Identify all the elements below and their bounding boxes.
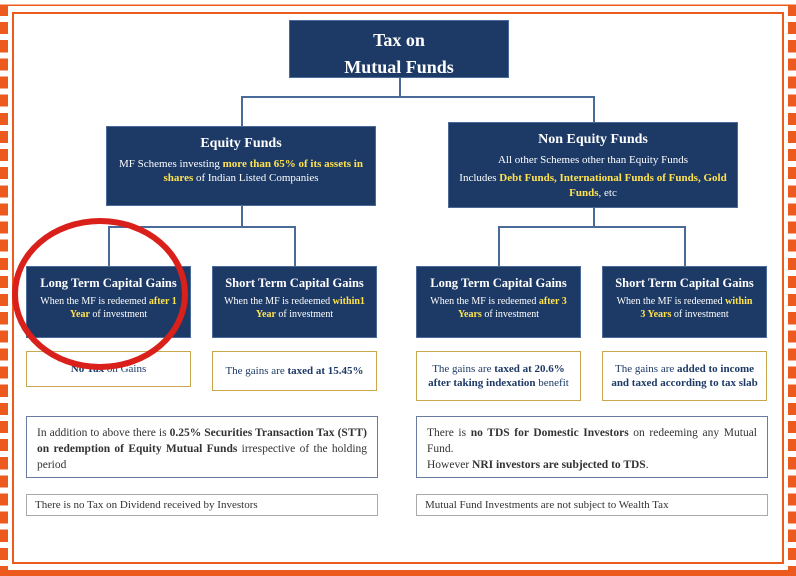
neq-stcg-title: Short Term Capital Gains <box>613 275 756 291</box>
eq-ltcg-node: Long Term Capital Gains When the MF is r… <box>26 266 191 338</box>
bottom-left-note: In addition to above there is 0.25% Secu… <box>26 416 378 478</box>
eq-stcg-title: Short Term Capital Gains <box>223 275 366 291</box>
eq-stcg-node: Short Term Capital Gains When the MF is … <box>212 266 377 338</box>
eq-ltcg-title: Long Term Capital Gains <box>37 275 180 291</box>
equity-desc: MF Schemes investing more than 65% of it… <box>117 157 365 186</box>
footnote-left: There is no Tax on Dividend received by … <box>26 494 378 516</box>
equity-title: Equity Funds <box>117 135 365 153</box>
neq-ltcg-title: Long Term Capital Gains <box>427 275 570 291</box>
nonequity-title: Non Equity Funds <box>459 131 727 149</box>
root-title2: Mutual Funds <box>300 56 498 79</box>
nonequity-desc1: All other Schemes other than Equity Fund… <box>459 153 727 167</box>
eq-stcg-desc: When the MF is redeemed within1 Year of … <box>223 295 366 321</box>
neq-stcg-node: Short Term Capital Gains When the MF is … <box>602 266 767 338</box>
nonequity-node: Non Equity Funds All other Schemes other… <box>448 122 738 208</box>
eq-stcg-detail: The gains are taxed at 15.45% <box>212 351 377 391</box>
nonequity-desc2: Includes Debt Funds, International Funds… <box>459 171 727 200</box>
bottom-right-note: There is no TDS for Domestic Investors o… <box>416 416 768 478</box>
neq-stcg-detail: The gains are added to income and taxed … <box>602 351 767 401</box>
neq-ltcg-detail: The gains are taxed at 20.6% after takin… <box>416 351 581 401</box>
root-title1: Tax on <box>300 29 498 52</box>
neq-ltcg-desc: When the MF is redeemed after 3 Years of… <box>427 295 570 321</box>
eq-ltcg-detail: No Tax on Gains <box>26 351 191 387</box>
root-node: Tax on Mutual Funds <box>289 20 509 78</box>
diagram-canvas: Tax on Mutual Funds Equity Funds MF Sche… <box>16 16 780 560</box>
eq-ltcg-desc: When the MF is redeemed after 1 Year of … <box>37 295 180 321</box>
equity-node: Equity Funds MF Schemes investing more t… <box>106 126 376 206</box>
neq-ltcg-node: Long Term Capital Gains When the MF is r… <box>416 266 581 338</box>
footnote-right: Mutual Fund Investments are not subject … <box>416 494 768 516</box>
neq-stcg-desc: When the MF is redeemed within 3 Years o… <box>613 295 756 321</box>
